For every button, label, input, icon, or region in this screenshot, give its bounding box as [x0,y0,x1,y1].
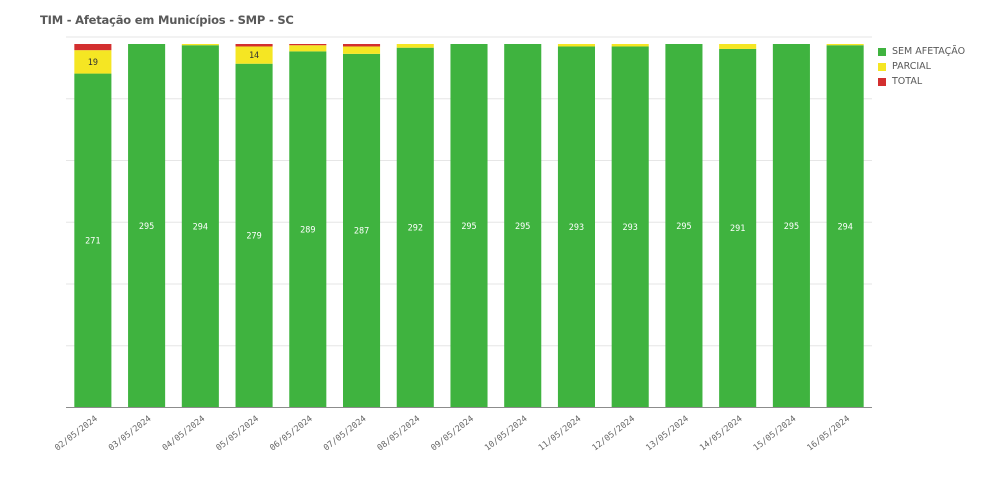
legend: SEM AFETAÇÃO PARCIAL TOTAL [878,44,965,89]
bar-segment [719,48,757,408]
bar-segment [289,51,327,408]
data-label: 291 [730,224,745,234]
legend-swatch [878,47,886,56]
x-tick-label: 02/05/2024 [53,414,99,453]
x-tick-label: 13/05/2024 [644,414,690,453]
bar-segment [826,44,864,46]
x-tick-label: 15/05/2024 [752,414,798,453]
x-tick-label: 03/05/2024 [107,414,153,453]
data-label: 19 [88,58,98,68]
bars [74,44,864,408]
bar-segment [181,44,219,46]
x-tick-label: 12/05/2024 [591,414,637,453]
bar-segment [826,45,864,408]
legend-label: PARCIAL [892,61,931,72]
bar-segment [128,44,166,408]
bar-segment [772,44,810,408]
data-label: 295 [784,222,799,232]
bar-segment [342,53,381,408]
legend-item[interactable]: PARCIAL [878,59,965,74]
bar-segment [235,46,273,64]
data-label: 287 [354,227,369,237]
data-label: 295 [139,222,154,232]
legend-item[interactable]: SEM AFETAÇÃO [878,44,965,59]
x-tick-label: 08/05/2024 [376,414,422,453]
bar-segment [557,44,596,47]
x-tick-label: 10/05/2024 [483,414,529,453]
x-tick-label: 05/05/2024 [214,414,260,453]
x-tick-label: 09/05/2024 [429,414,475,453]
bar-segment [74,44,112,51]
data-label: 295 [461,222,476,232]
value-labels: 271 19 295 294 279 14 289 287 292 295 295 293 293 295… [85,51,853,246]
bar-segment [235,44,273,47]
x-tick-label: 07/05/2024 [322,414,368,453]
data-label: 271 [85,237,100,247]
legend-item[interactable]: TOTAL [878,74,965,89]
chart-title: TIM - Afetação em Municípios - SMP - SC [40,13,294,27]
bar-segment [396,47,434,408]
bar-segment [450,44,488,408]
data-label: 293 [623,223,638,233]
bar-segment [289,45,327,52]
bar-segment [181,45,219,408]
legend-swatch [878,62,886,71]
x-tick-label: 04/05/2024 [161,414,207,453]
bar-segment [396,44,434,48]
bar-segment [557,46,596,408]
x-tick-label: 11/05/2024 [537,414,583,453]
data-label: 14 [249,51,259,61]
data-label: 289 [300,225,315,235]
x-tick-label: 16/05/2024 [805,414,851,453]
legend-swatch [878,77,886,86]
legend-label: SEM AFETAÇÃO [892,46,966,57]
bar-segment [289,44,327,46]
bar-segment [342,44,381,47]
bar-segment [611,46,649,408]
x-tick-label: 14/05/2024 [698,414,744,453]
bar-segment [665,44,703,408]
data-label: 295 [676,222,691,232]
legend-label: TOTAL [892,76,923,87]
bar-segment [74,73,112,408]
x-tick-label: 06/05/2024 [268,414,314,453]
data-label: 279 [246,232,261,242]
bar-segment [74,50,112,74]
bar-segment [719,44,757,49]
data-label: 295 [515,222,530,232]
bar-segment [342,46,381,54]
bar-segment [235,63,273,408]
data-label: 293 [569,223,584,233]
x-tick-labels: 02/05/2024 03/05/2024 04/05/2024 05/05/2024… [53,414,852,453]
bar-segment [504,44,542,408]
bar-segment [611,44,649,47]
data-label: 294 [193,222,208,232]
data-label: 294 [837,222,852,232]
data-label: 292 [408,224,423,234]
